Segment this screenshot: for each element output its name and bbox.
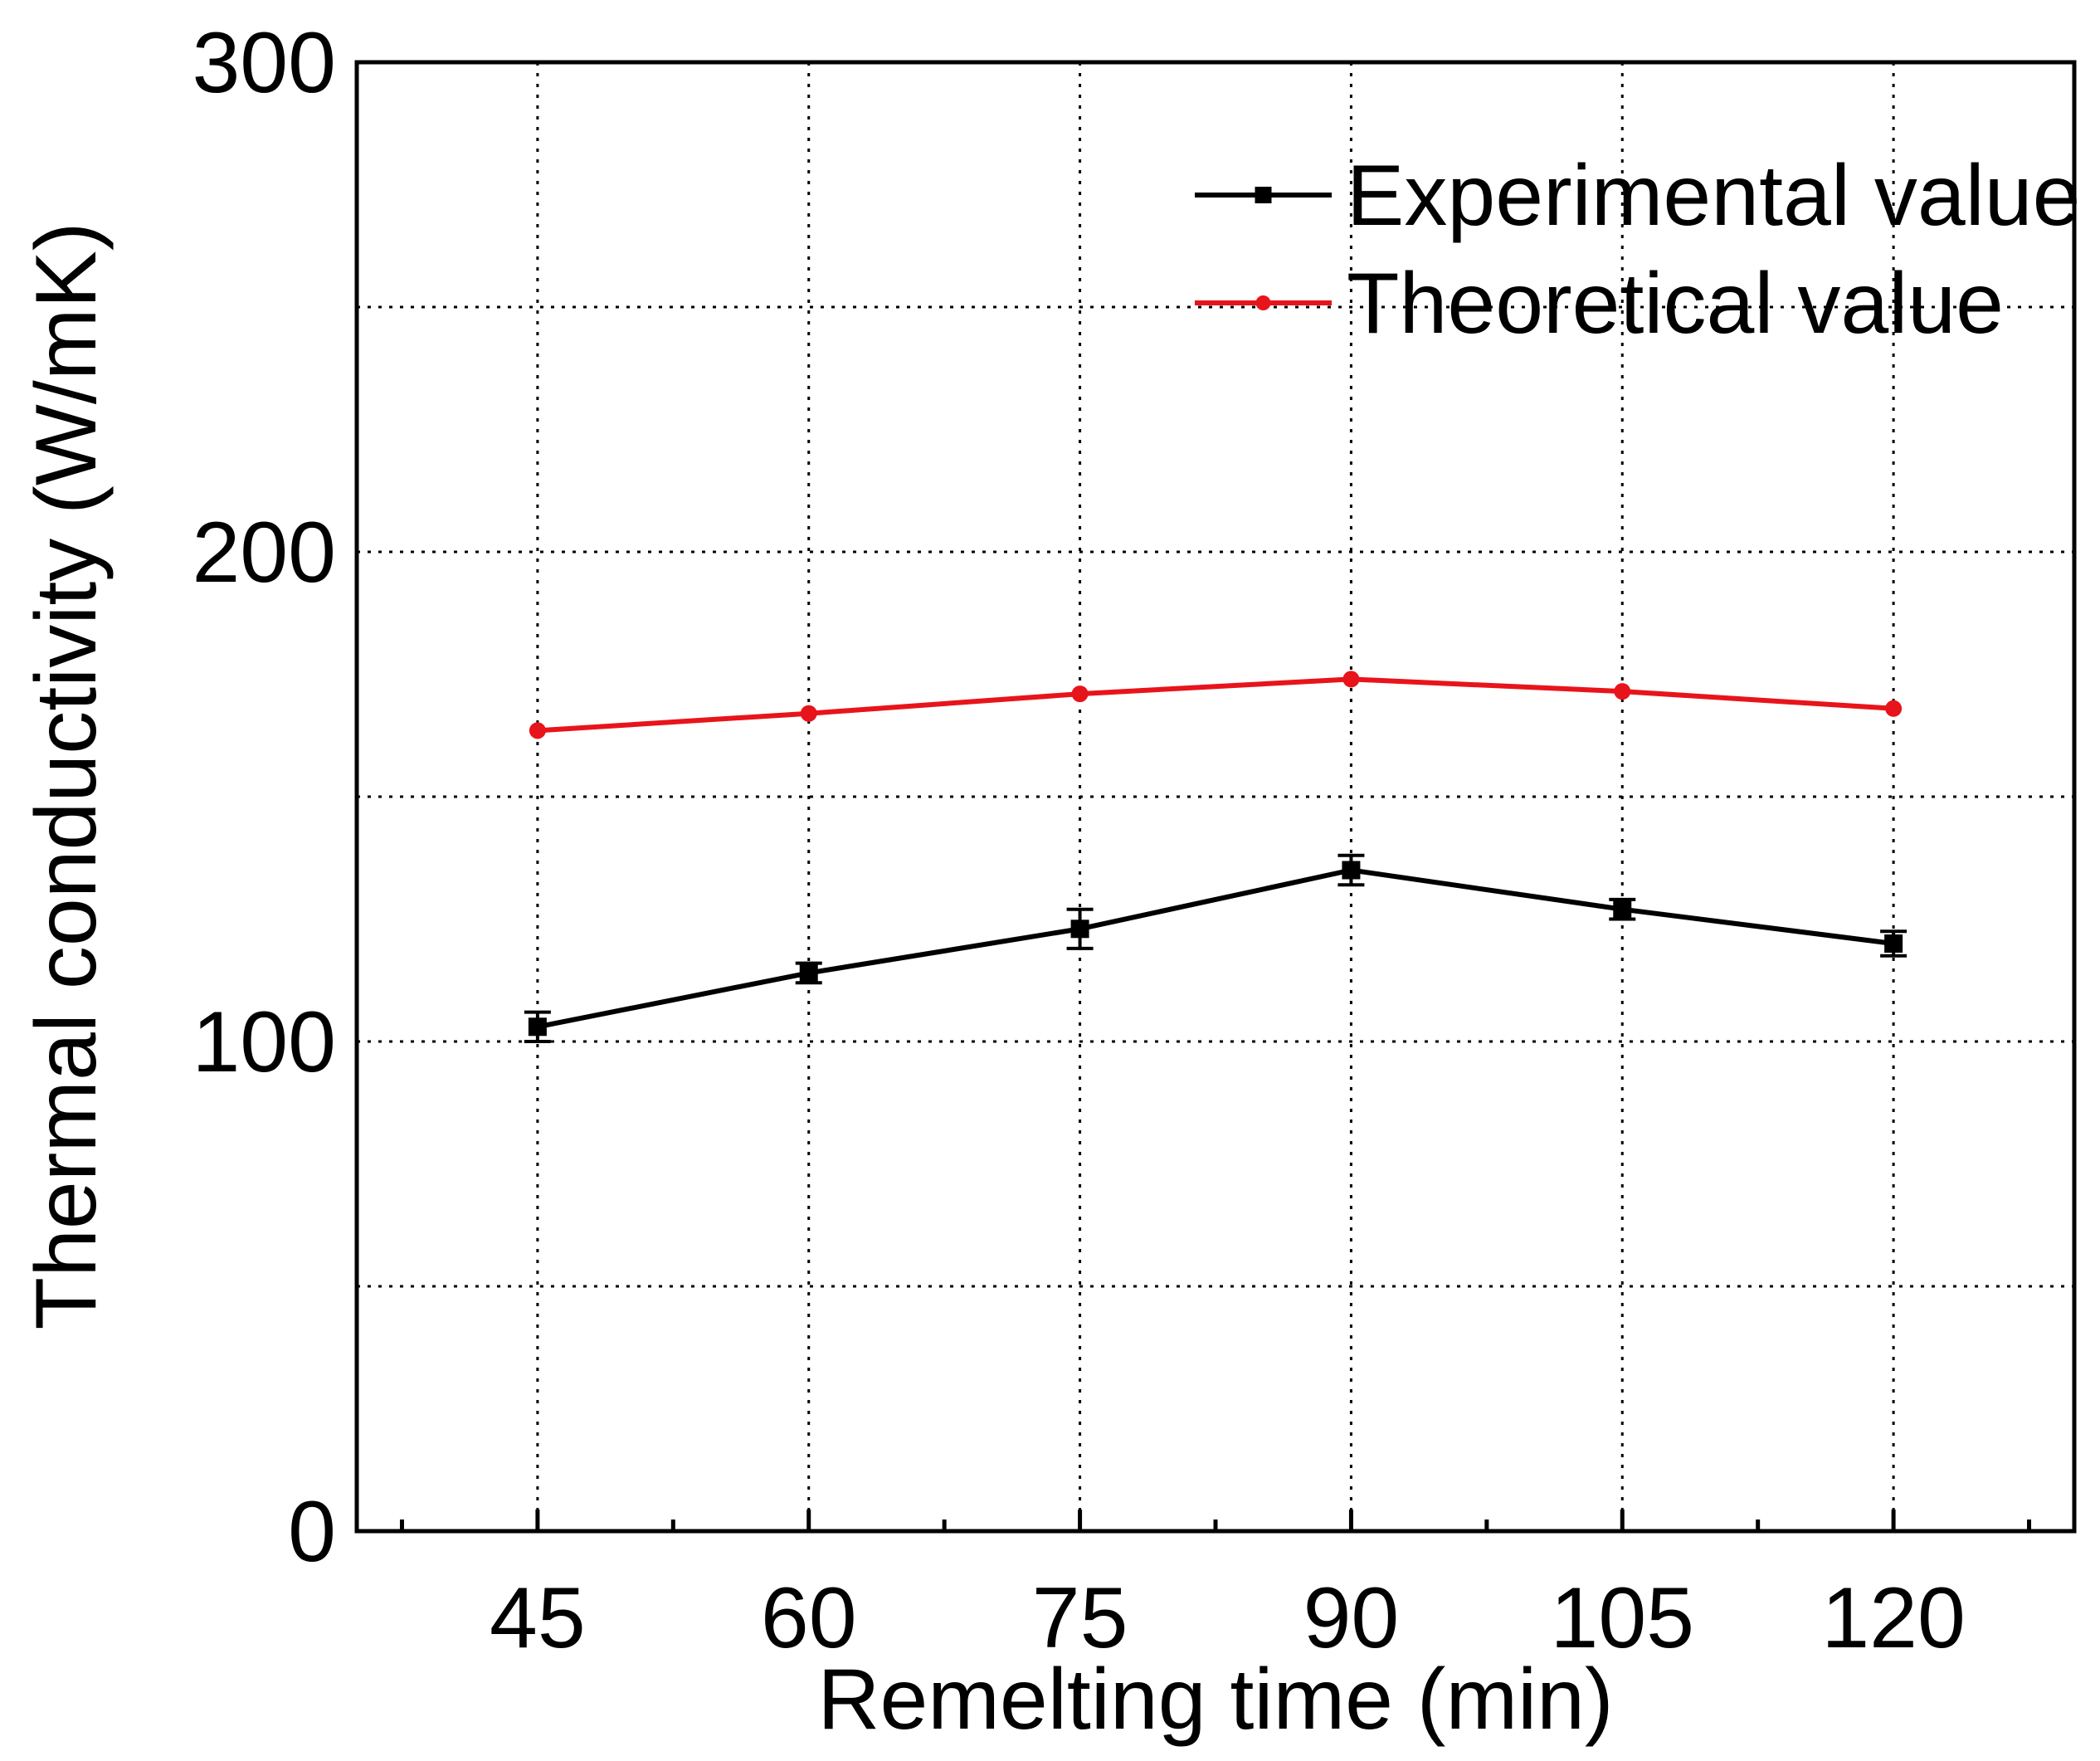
x-tick-label: 60 — [761, 1570, 857, 1666]
series-experimental — [524, 853, 1908, 1043]
legend-label: Theoretical value — [1347, 256, 2004, 352]
legend-entry-theoretical: Theoretical value — [1195, 256, 2004, 352]
x-tick-label: 75 — [1032, 1570, 1128, 1666]
data-point — [1342, 861, 1361, 880]
y-axis-label: Thermal conductivity (W/mK) — [18, 222, 115, 1330]
legend-label: Experimental value — [1347, 148, 2080, 244]
grid-lines — [357, 62, 2074, 1531]
x-tick-label: 120 — [1821, 1570, 1966, 1666]
data-point — [799, 963, 818, 983]
x-axis-label: Remelting time (min) — [817, 1651, 1613, 1748]
legend-marker — [1255, 295, 1271, 310]
series-layer — [524, 671, 1908, 1043]
legend: Experimental value Theoretical value — [1195, 148, 2080, 352]
data-point — [1071, 685, 1089, 703]
data-point — [1885, 700, 1903, 717]
data-point — [1342, 671, 1360, 688]
y-tick-label: 100 — [192, 994, 336, 1090]
legend-marker — [1255, 187, 1272, 203]
data-point — [800, 705, 817, 722]
tick-marks — [399, 1510, 2032, 1531]
series-theoretical — [529, 671, 1903, 739]
legend-entry-experimental: Experimental value — [1195, 148, 2080, 244]
data-point — [1070, 920, 1089, 939]
data-point — [1613, 900, 1632, 919]
x-tick-label: 90 — [1303, 1570, 1400, 1666]
data-point — [1884, 934, 1903, 953]
x-tick-label: 45 — [490, 1570, 586, 1666]
data-point — [528, 1017, 547, 1037]
tick-labels: 45 60 75 90 105 120 0 100 200 300 — [192, 15, 1965, 1666]
y-tick-label: 300 — [192, 15, 336, 111]
series-line — [537, 867, 1894, 1030]
series-line — [537, 676, 1894, 734]
y-tick-label: 0 — [288, 1484, 336, 1580]
data-point — [1614, 683, 1631, 700]
data-point — [529, 722, 546, 739]
y-tick-label: 200 — [192, 505, 336, 601]
x-tick-label: 105 — [1550, 1570, 1694, 1666]
